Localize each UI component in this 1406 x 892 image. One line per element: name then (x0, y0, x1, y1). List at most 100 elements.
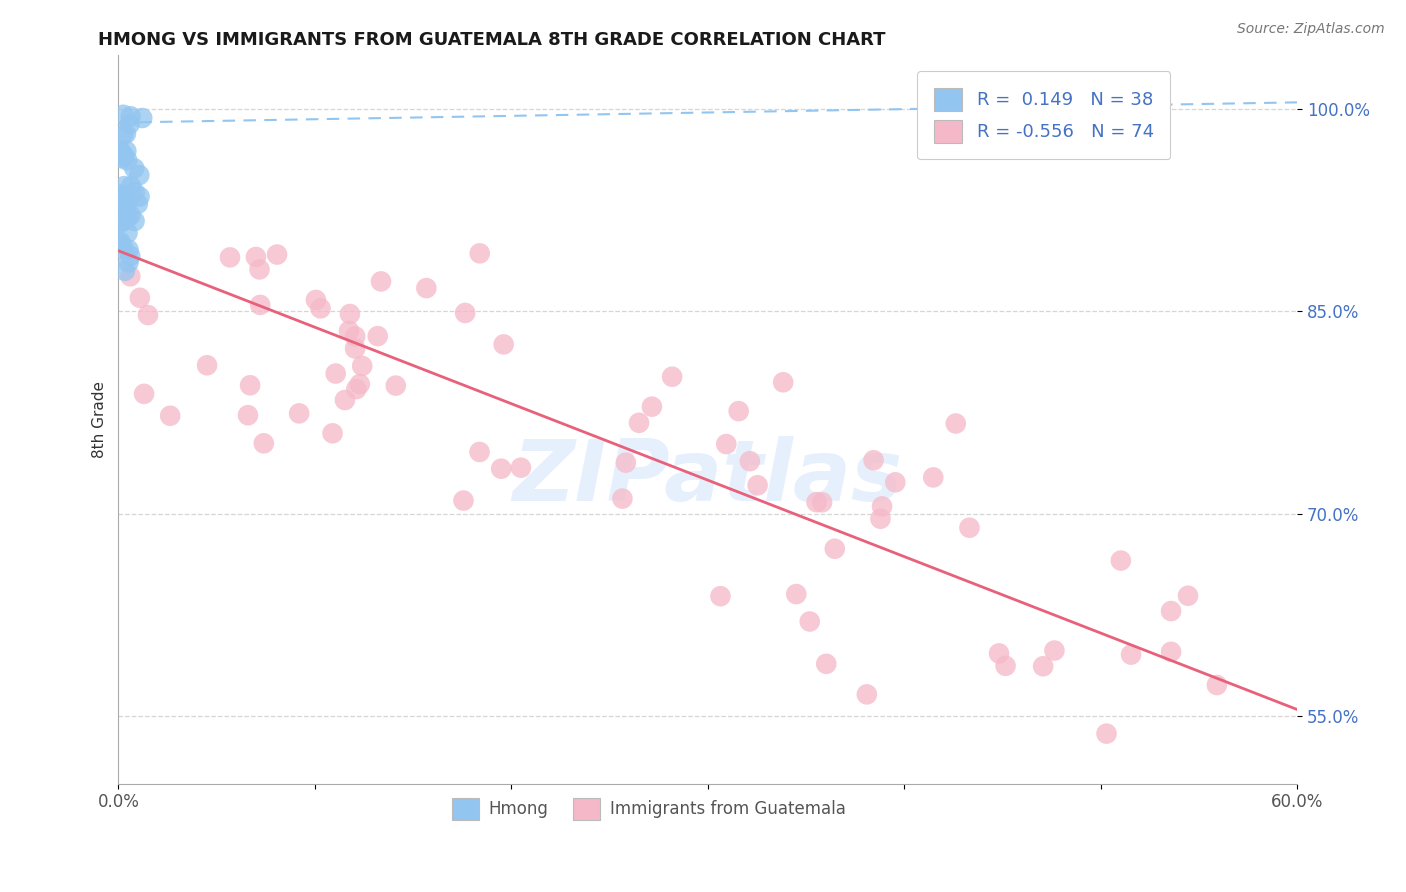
Point (344, 329, 367, 343)
Point (322, 426, 344, 441)
Point (738, 454, 761, 468)
Point (112, 108, 135, 122)
Point (1109, 553, 1132, 567)
Point (747, 478, 769, 492)
Point (111, 187, 134, 202)
Point (785, 587, 807, 601)
Point (709, 589, 731, 603)
Point (120, 208, 142, 222)
Point (1032, 659, 1054, 673)
Point (612, 491, 634, 506)
Point (111, 151, 134, 165)
Point (453, 493, 475, 508)
Point (305, 293, 328, 307)
Point (127, 197, 149, 211)
Point (945, 417, 967, 431)
Point (236, 408, 259, 422)
Point (117, 226, 139, 240)
Point (468, 246, 491, 260)
Point (120, 109, 142, 123)
Point (492, 337, 515, 351)
Point (117, 243, 139, 257)
Point (884, 475, 907, 490)
Point (333, 392, 356, 407)
Point (159, 409, 181, 423)
Point (245, 250, 267, 264)
Point (454, 306, 477, 320)
Point (115, 197, 138, 211)
Point (249, 262, 271, 277)
Point (1205, 678, 1227, 692)
Point (124, 161, 146, 176)
Point (110, 235, 132, 249)
Point (112, 149, 135, 163)
Point (112, 179, 135, 194)
Point (128, 190, 150, 204)
Point (344, 342, 367, 356)
Point (815, 657, 838, 671)
Point (988, 647, 1011, 661)
Point (614, 456, 637, 470)
Point (862, 453, 884, 467)
Point (468, 445, 491, 459)
Text: HMONG VS IMMIGRANTS FROM GUATEMALA 8TH GRADE CORRELATION CHART: HMONG VS IMMIGRANTS FROM GUATEMALA 8TH G… (98, 31, 886, 49)
Point (370, 274, 392, 288)
Point (249, 298, 271, 312)
Point (1095, 726, 1118, 740)
Point (120, 249, 142, 263)
Point (1160, 604, 1182, 618)
Point (120, 179, 142, 194)
Point (115, 127, 138, 141)
Point (1177, 589, 1199, 603)
Point (824, 541, 846, 556)
Point (131, 111, 153, 125)
Point (489, 461, 512, 475)
Point (117, 153, 139, 168)
Point (856, 687, 879, 701)
Point (115, 144, 138, 158)
Text: Source: ZipAtlas.com: Source: ZipAtlas.com (1237, 22, 1385, 37)
Point (994, 658, 1017, 673)
Point (239, 378, 262, 392)
Point (114, 264, 136, 278)
Point (870, 500, 893, 514)
Point (325, 367, 347, 381)
Point (811, 495, 834, 509)
Point (253, 436, 276, 450)
Point (110, 197, 132, 211)
Point (1119, 648, 1142, 662)
Point (111, 214, 134, 228)
Y-axis label: 8th Grade: 8th Grade (93, 381, 107, 458)
Point (112, 194, 135, 209)
Point (799, 615, 821, 629)
Point (124, 214, 146, 228)
Point (337, 324, 360, 338)
Point (772, 376, 794, 390)
Text: ZIPatlas: ZIPatlas (513, 436, 903, 519)
Point (132, 387, 155, 401)
Point (309, 301, 332, 316)
Point (869, 512, 891, 526)
Point (111, 147, 134, 161)
Point (716, 437, 738, 451)
Point (219, 251, 242, 265)
Point (727, 404, 749, 418)
Point (661, 369, 683, 384)
Point (641, 400, 664, 414)
Point (509, 460, 531, 475)
Point (128, 291, 150, 305)
Legend: Hmong, Immigrants from Guatemala: Hmong, Immigrants from Guatemala (446, 792, 852, 826)
Point (288, 406, 311, 420)
Point (1043, 643, 1066, 657)
Point (922, 470, 945, 484)
Point (1160, 645, 1182, 659)
Point (112, 189, 135, 203)
Point (112, 242, 135, 256)
Point (117, 255, 139, 269)
Point (136, 308, 159, 322)
Point (384, 378, 406, 392)
Point (349, 377, 371, 392)
Point (344, 382, 367, 396)
Point (195, 358, 218, 372)
Point (124, 186, 146, 200)
